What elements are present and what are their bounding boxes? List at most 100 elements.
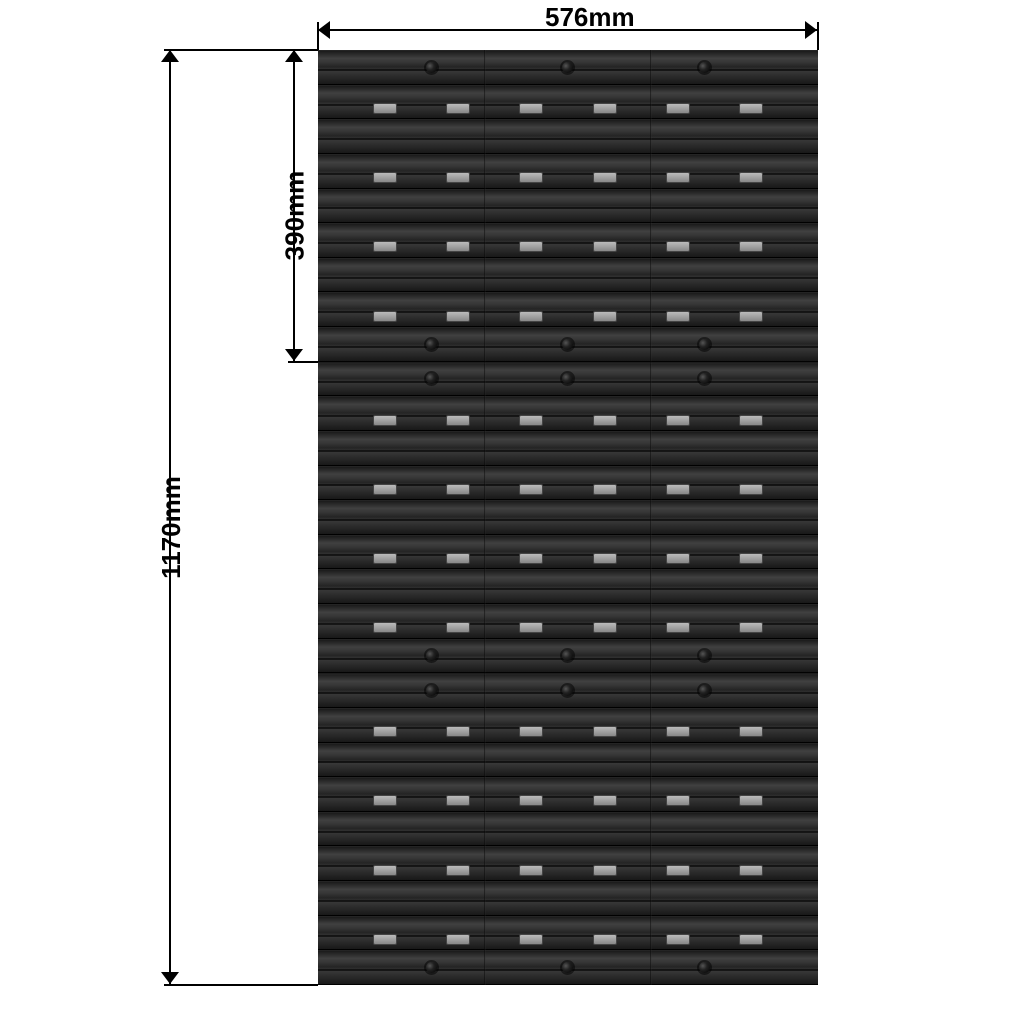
mount-hole-row [318, 61, 818, 73]
slot-tab-icon [593, 726, 617, 737]
slot-tab-icon [519, 103, 543, 114]
slot-tab-icon [446, 622, 470, 633]
panel-slat [318, 362, 818, 397]
slot-tab-icon [593, 311, 617, 322]
slot-tab-icon [666, 172, 690, 183]
slot-tab-icon [519, 622, 543, 633]
panel-slat [318, 777, 818, 812]
arrow-up-icon [161, 50, 179, 62]
slot-tab-icon [739, 172, 763, 183]
panel-slat [318, 846, 818, 881]
slot-tab-icon [446, 311, 470, 322]
slot-tab-icon [519, 934, 543, 945]
slot-tab-icon [373, 103, 397, 114]
tab-row [318, 483, 818, 495]
mount-hole-icon [699, 339, 710, 350]
mount-hole-row [318, 338, 818, 350]
dim-total-ext-top [164, 49, 318, 51]
slot-tab-icon [593, 934, 617, 945]
panel-assembly [318, 50, 818, 985]
slot-tab-icon [373, 172, 397, 183]
slot-tab-icon [446, 726, 470, 737]
panel-slat [318, 50, 818, 85]
panel-slat [318, 119, 818, 154]
slot-tab-icon [446, 553, 470, 564]
slot-tab-icon [519, 172, 543, 183]
slot-tab-icon [739, 484, 763, 495]
tab-row [318, 726, 818, 738]
mount-hole-icon [699, 373, 710, 384]
mount-hole-icon [699, 962, 710, 973]
slot-tab-icon [446, 241, 470, 252]
slot-tab-icon [666, 484, 690, 495]
panel-slat [318, 154, 818, 189]
slot-tab-icon [739, 726, 763, 737]
mount-hole-icon [426, 373, 437, 384]
tab-row [318, 864, 818, 876]
mount-hole-icon [426, 650, 437, 661]
panel-slat [318, 743, 818, 778]
slot-tab-icon [519, 311, 543, 322]
slot-tab-icon [739, 934, 763, 945]
panel-slat [318, 639, 818, 674]
slot-tab-icon [666, 934, 690, 945]
slot-tab-icon [666, 415, 690, 426]
slot-tab-icon [666, 103, 690, 114]
slot-tab-icon [446, 795, 470, 806]
mount-hole-icon [562, 339, 573, 350]
panel-slat [318, 189, 818, 224]
slot-tab-icon [593, 241, 617, 252]
slot-tab-icon [519, 865, 543, 876]
slot-tab-icon [519, 415, 543, 426]
slot-tab-icon [373, 795, 397, 806]
slot-tab-icon [373, 415, 397, 426]
slot-tab-icon [666, 795, 690, 806]
section-height-label: 390mm [279, 171, 310, 261]
slot-tab-icon [593, 622, 617, 633]
slot-tab-icon [373, 553, 397, 564]
mount-hole-icon [562, 373, 573, 384]
slot-tab-icon [593, 415, 617, 426]
slot-tab-icon [666, 553, 690, 564]
arrow-up-icon [285, 50, 303, 62]
panel-slat [318, 500, 818, 535]
tab-row [318, 172, 818, 184]
panel-slat [318, 708, 818, 743]
mount-hole-row [318, 650, 818, 662]
slot-tab-icon [373, 241, 397, 252]
slot-tab-icon [666, 865, 690, 876]
panel-slat [318, 604, 818, 639]
slot-tab-icon [373, 622, 397, 633]
arrow-down-icon [161, 972, 179, 984]
panel-slat [318, 292, 818, 327]
mount-hole-icon [699, 685, 710, 696]
tab-row [318, 933, 818, 945]
panel-slat [318, 466, 818, 501]
mount-hole-icon [699, 62, 710, 73]
panel-slat [318, 881, 818, 916]
slot-tab-icon [666, 622, 690, 633]
panel-slat [318, 535, 818, 570]
panel-slat [318, 569, 818, 604]
slot-tab-icon [446, 865, 470, 876]
slot-tab-icon [593, 795, 617, 806]
arrow-down-icon [285, 349, 303, 361]
panel-slat [318, 916, 818, 951]
panel-slat [318, 396, 818, 431]
slot-tab-icon [593, 553, 617, 564]
slot-tab-icon [739, 241, 763, 252]
mount-hole-row [318, 962, 818, 974]
mount-hole-icon [562, 685, 573, 696]
slot-tab-icon [519, 484, 543, 495]
arrow-right-icon [805, 21, 817, 39]
tab-row [318, 795, 818, 807]
panel-slat [318, 223, 818, 258]
dim-total-ext-bottom [164, 984, 318, 986]
mount-hole-icon [426, 339, 437, 350]
width-label: 576mm [545, 2, 635, 33]
slot-tab-icon [739, 865, 763, 876]
tab-row [318, 310, 818, 322]
panel-slat [318, 950, 818, 985]
tab-row [318, 553, 818, 565]
slot-tab-icon [446, 103, 470, 114]
